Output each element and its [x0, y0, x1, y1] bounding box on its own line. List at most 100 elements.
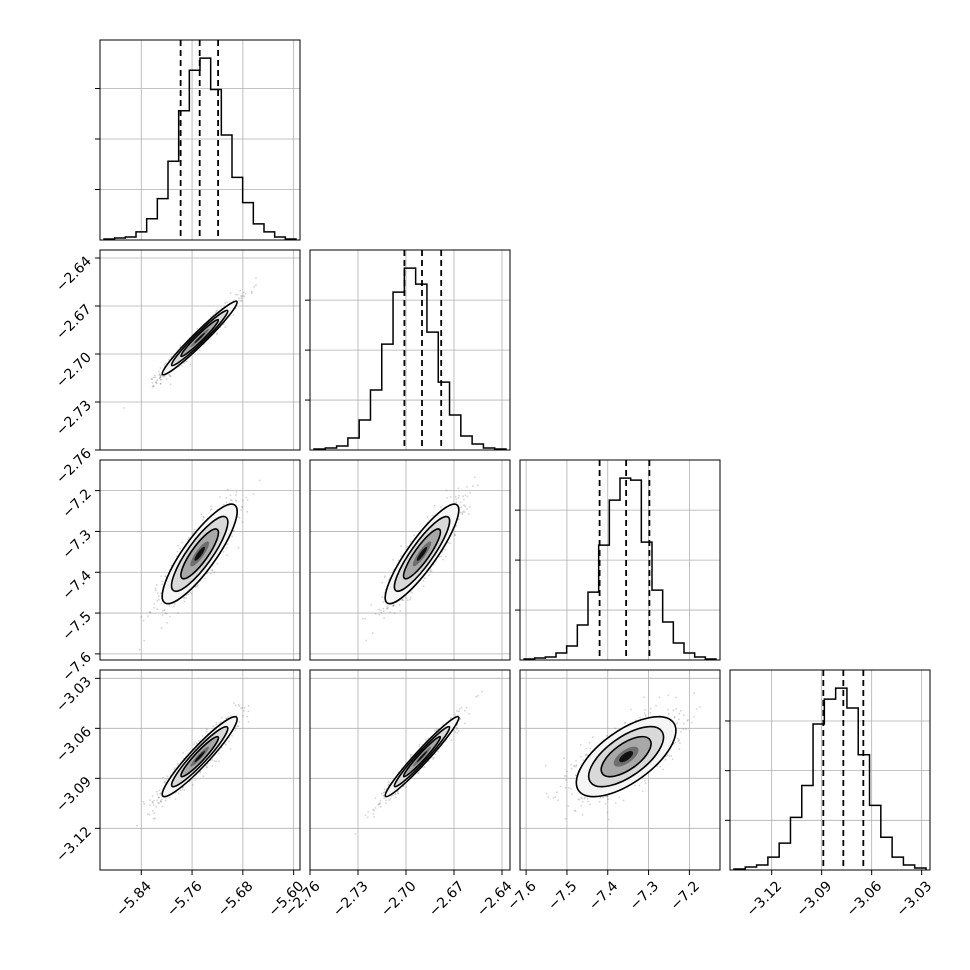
sample-point: [202, 775, 205, 778]
sample-point: [193, 528, 196, 531]
sample-point: [225, 717, 228, 720]
histogram-step-line: [733, 687, 927, 870]
sample-point: [241, 499, 244, 502]
sample-point: [364, 814, 367, 816]
sample-point: [242, 714, 245, 717]
sample-point: [382, 610, 385, 613]
sample-point: [152, 817, 155, 820]
sample-point: [461, 513, 464, 516]
sample-point: [377, 803, 380, 806]
sample-point: [179, 344, 182, 347]
histogram-bar: [382, 344, 393, 450]
sample-point: [150, 377, 153, 380]
sample-point: [671, 758, 674, 760]
sample-point: [198, 740, 200, 742]
sample-point: [153, 800, 155, 802]
sample-point: [463, 709, 466, 712]
sample-point: [464, 722, 466, 725]
sample-point: [379, 802, 381, 804]
sample-point: [379, 799, 382, 802]
sample-point: [148, 611, 151, 614]
sample-point: [156, 790, 158, 793]
sample-point: [240, 299, 243, 302]
sample-point: [160, 592, 162, 595]
sample-point: [379, 609, 382, 612]
sample-point: [157, 595, 160, 597]
histogram-bar: [663, 622, 674, 660]
sample-point: [157, 796, 160, 799]
histogram-bar: [870, 805, 881, 870]
panel-content: [100, 670, 300, 870]
sample-point: [152, 801, 154, 804]
sample-point: [153, 812, 156, 815]
sample-point: [240, 707, 242, 709]
sample-point: [252, 493, 255, 495]
sample-point: [229, 292, 232, 295]
sample-point: [468, 506, 471, 508]
sample-point: [159, 376, 162, 379]
sample-point: [240, 296, 243, 298]
scatter-panel-3-0: [100, 670, 300, 870]
sample-point: [380, 611, 383, 614]
sample-point: [658, 696, 661, 699]
sample-point: [374, 807, 377, 809]
sample-point: [236, 725, 239, 727]
sample-point: [428, 574, 430, 576]
density-peak: [194, 546, 205, 561]
sample-point: [168, 797, 171, 799]
sample-point: [225, 496, 228, 499]
sample-point: [677, 737, 679, 740]
sample-point: [154, 376, 157, 379]
scatter-panel-3-1: [310, 670, 510, 870]
sample-point: [179, 789, 182, 792]
sample-point: [183, 597, 186, 599]
sample-point: [163, 609, 166, 612]
sample-point: [440, 506, 442, 509]
sample-point: [158, 598, 160, 601]
sample-point: [149, 804, 151, 807]
histogram-bar: [221, 135, 232, 240]
sample-point: [151, 381, 154, 384]
sample-point: [232, 314, 235, 317]
sample-point: [373, 816, 375, 818]
sample-point: [215, 721, 218, 724]
sample-point: [123, 407, 125, 409]
sample-point: [440, 555, 443, 558]
sample-point: [367, 811, 369, 813]
sample-point: [201, 735, 204, 737]
sample-point: [222, 550, 225, 553]
sample-point: [455, 498, 458, 501]
sample-point: [176, 762, 179, 765]
sample-point: [205, 728, 208, 731]
sample-point: [151, 800, 154, 803]
sample-point: [417, 772, 420, 774]
sample-point: [409, 598, 411, 601]
sample-point: [176, 550, 179, 553]
scatter-frame-3-0: [99, 669, 301, 871]
sample-point: [418, 745, 420, 748]
sample-point: [425, 739, 427, 741]
sample-point: [182, 596, 185, 599]
scatter-frame-1-0: [99, 249, 301, 451]
sample-point: [211, 758, 214, 761]
sample-point: [238, 299, 240, 302]
sample-point: [246, 715, 249, 718]
sample-point: [607, 798, 609, 801]
sample-point: [158, 789, 161, 792]
sample-point: [467, 513, 470, 515]
sample-point: [209, 572, 212, 575]
sample-point: [246, 499, 249, 501]
sample-point: [151, 809, 154, 812]
sample-point: [158, 373, 161, 376]
sample-point: [165, 378, 168, 380]
sample-point: [226, 554, 228, 557]
density-peak: [416, 751, 428, 763]
histogram-bar: [472, 444, 483, 450]
sample-point: [365, 639, 368, 642]
sample-point: [370, 604, 373, 606]
sample-point: [167, 358, 170, 361]
sample-point: [225, 547, 228, 549]
sample-point: [251, 292, 253, 295]
sample-point: [241, 521, 244, 523]
histogram-bar: [641, 542, 652, 660]
